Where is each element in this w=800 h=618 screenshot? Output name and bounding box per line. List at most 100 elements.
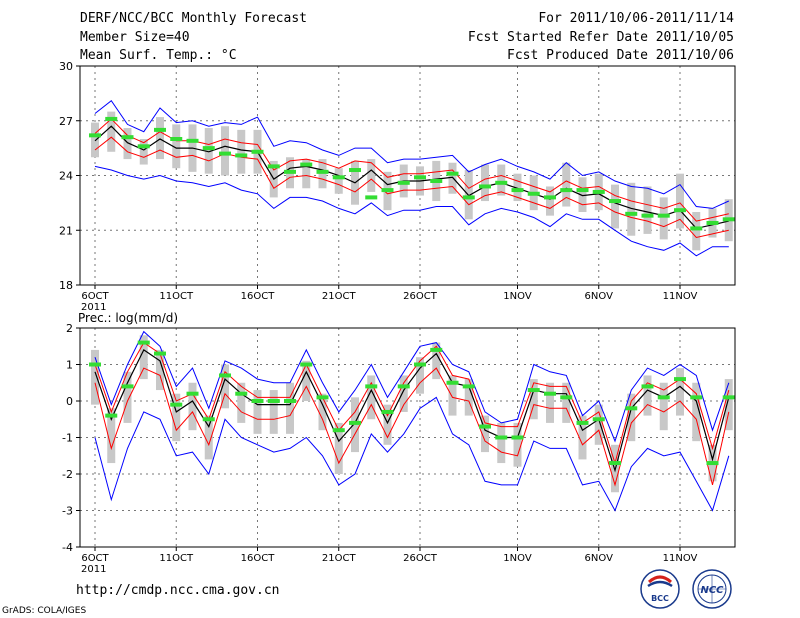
spread-bar <box>416 357 424 394</box>
grads-credit: GrADS: COLA/IGES <box>2 606 87 616</box>
marker-point <box>706 461 719 466</box>
marker-point <box>202 417 215 422</box>
marker-point <box>105 116 118 121</box>
marker-point <box>609 461 621 466</box>
marker-point <box>592 189 605 194</box>
x-year-label: 2011 <box>81 302 106 313</box>
spread-bar <box>659 382 668 431</box>
marker-point <box>267 399 280 403</box>
y-tick-label: -1 <box>62 432 73 445</box>
series-plus-std-line <box>94 118 729 222</box>
marker-point <box>414 175 426 180</box>
forecast-start-date: Fcst Started Refer Date 2011/10/05 <box>467 30 734 45</box>
marker-point <box>576 188 589 193</box>
marker-point <box>706 220 719 225</box>
marker-point <box>511 435 524 440</box>
marker-point <box>625 211 638 216</box>
spread-bar <box>676 368 684 416</box>
x-tick-label: 6OCT <box>81 291 109 302</box>
marker-point <box>219 373 231 378</box>
marker-point <box>170 402 183 407</box>
spread-bar <box>562 162 571 207</box>
x-year-label: 2011 <box>81 564 106 575</box>
precip-panel-title: Prec.: log(mm/d) <box>78 311 178 325</box>
spread-bar <box>156 117 164 160</box>
marker-point <box>690 395 703 400</box>
marker-point <box>235 391 248 396</box>
marker-point <box>511 188 524 193</box>
spread-bar <box>172 393 181 442</box>
marker-point <box>479 424 491 429</box>
spread-bar <box>367 159 376 192</box>
source-url[interactable]: http://cmdp.ncc.cma.gov.cn <box>76 583 280 598</box>
marker-point <box>641 213 654 218</box>
marker-point <box>121 135 134 140</box>
spread-bar <box>237 129 246 174</box>
spread-bar <box>578 415 587 460</box>
marker-point <box>89 362 101 367</box>
x-tick-label: 16OCT <box>241 291 276 302</box>
forecast-produced-date: Fcst Produced Date 2011/10/06 <box>507 48 734 63</box>
marker-point <box>251 399 264 403</box>
marker-point <box>495 435 508 440</box>
marker-point <box>137 144 150 149</box>
spread-bar <box>302 159 311 189</box>
spread-bar <box>529 379 538 420</box>
spread-bar <box>204 128 213 174</box>
marker-point <box>446 171 459 176</box>
x-tick-label: 6NOV <box>585 553 614 564</box>
marker-point <box>186 138 199 143</box>
spread-bar <box>448 162 457 194</box>
marker-point <box>284 169 296 174</box>
spread-bar <box>302 360 311 401</box>
marker-point <box>544 391 556 396</box>
marker-point <box>527 388 540 393</box>
marker-point <box>657 395 670 400</box>
marker-point <box>674 208 686 213</box>
series-mean-line <box>94 125 729 230</box>
x-tick-label: 26OCT <box>403 553 438 564</box>
y-tick-label: 30 <box>59 60 73 73</box>
x-tick-label: 11NOV <box>663 553 698 564</box>
spread-bar <box>139 139 148 165</box>
marker-point <box>527 191 540 196</box>
marker-point <box>267 164 280 169</box>
x-tick-label: 16OCT <box>241 553 276 564</box>
figure-title: DERF/NCC/BCC Monthly Forecast <box>80 11 307 26</box>
marker-point <box>722 395 735 400</box>
spread-bar <box>172 124 181 169</box>
marker-point <box>381 409 394 414</box>
spread-bar <box>383 404 392 445</box>
marker-point <box>284 399 296 403</box>
spread-bar <box>497 164 506 196</box>
marker-point <box>446 380 459 385</box>
spread-bar <box>627 393 636 442</box>
marker-point <box>251 149 264 154</box>
marker-point <box>154 351 166 356</box>
spread-bar <box>318 393 327 431</box>
panel-temperature: 18 21 24 27 30 6OCT 11OCT 16OCT 21OCT 26OCT 1NOV 6N… <box>59 60 736 313</box>
marker-point <box>495 180 508 185</box>
spread-bar <box>107 111 116 152</box>
marker-point <box>397 180 410 185</box>
spread-bar <box>204 415 213 460</box>
marker-point <box>121 384 134 389</box>
series-minus-std-line <box>94 136 729 239</box>
spread-bar <box>334 422 343 474</box>
spread-bar <box>399 375 408 412</box>
marker-point <box>674 377 686 382</box>
spread-bar <box>643 375 652 416</box>
y-tick-label: 27 <box>59 115 73 128</box>
marker-point <box>544 195 556 200</box>
y-tick-label: 24 <box>59 170 73 183</box>
y-tick-label: 0 <box>66 395 73 408</box>
spread-bar <box>91 122 99 158</box>
x-tick-label: 11OCT <box>159 291 194 302</box>
marker-point <box>641 384 654 389</box>
marker-point <box>462 384 475 389</box>
spread-bar <box>546 186 554 216</box>
spread-bar <box>156 349 164 391</box>
spread-bar <box>286 382 294 434</box>
